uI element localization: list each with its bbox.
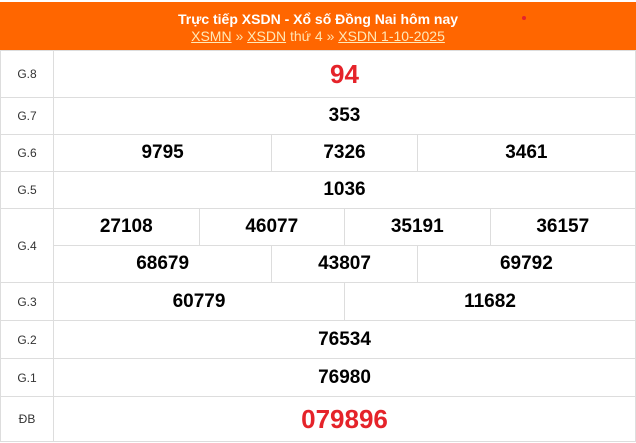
link-xsdn[interactable]: XSDN <box>247 28 287 44</box>
special-prize-number: 079896 <box>53 396 636 442</box>
page-title: Trực tiếp XSDN - Xổ số Đồng Nai hôm nay <box>177 11 459 27</box>
prize-number: 35191 <box>344 208 491 246</box>
prize-row-g8: G.8 94 <box>0 50 636 98</box>
prize-number: 43807 <box>271 245 418 283</box>
prize-label: G.3 <box>0 282 54 321</box>
breadcrumb-day: thứ 4 » <box>286 28 339 44</box>
prize-number: 36157 <box>489 208 636 246</box>
prize-number: 11682 <box>344 282 636 321</box>
link-xsdn-date[interactable]: XSDN 1-10-2025 <box>338 28 445 44</box>
prize-label: G.6 <box>0 134 54 172</box>
breadcrumb: XSMN » XSDN thứ 4 » XSDN 1-10-2025 <box>0 28 636 44</box>
prize-number: 9795 <box>52 134 273 172</box>
prize-number: 76534 <box>53 320 636 359</box>
prize-row-g2: G.2 76534 <box>0 320 636 359</box>
prize-number: 60779 <box>53 282 345 321</box>
live-dot-icon <box>522 16 526 20</box>
prize-label: G.4 <box>0 208 54 283</box>
prize-label: ĐB <box>0 396 54 442</box>
prize-number: 353 <box>53 97 636 135</box>
prize-number: 68679 <box>52 245 273 283</box>
prize-label: G.2 <box>0 320 54 359</box>
prize-number: 46077 <box>198 208 345 246</box>
prize-label: G.8 <box>0 50 54 98</box>
prize-label: G.1 <box>0 358 54 397</box>
prize-label: G.7 <box>0 97 54 135</box>
breadcrumb-separator: » <box>231 28 248 44</box>
prize-number: 76980 <box>53 358 636 397</box>
prize-number: 7326 <box>271 134 418 172</box>
prize-number: 1036 <box>53 171 636 209</box>
prize-number: 69792 <box>416 245 636 283</box>
prize-number: 27108 <box>53 208 200 246</box>
prize-row-special: ĐB 079896 <box>0 396 636 442</box>
prize-row-g4b: 68679 43807 69792 <box>1 245 636 283</box>
results-header: Trực tiếp XSDN - Xổ số Đồng Nai hôm nay … <box>0 2 636 50</box>
prize-label: G.5 <box>0 171 54 209</box>
results-table: G.8 94 G.7 353 G.6 9795 7326 3461 G.5 1036 G.4… <box>0 50 636 442</box>
prize-row-g4: G.4 27108 46077 35191 36157 <box>0 208 636 283</box>
prize-number: 94 <box>53 50 636 98</box>
prize-row-g6: G.6 9795 7326 3461 <box>0 134 636 172</box>
prize-number: 3461 <box>416 134 636 172</box>
link-xsmn[interactable]: XSMN <box>191 28 232 44</box>
prize-row-g7: G.7 353 <box>0 97 636 135</box>
prize-row-g5: G.5 1036 <box>0 171 636 209</box>
prize-row-g3: G.3 60779 11682 <box>0 282 636 321</box>
prize-row-g1: G.1 76980 <box>0 358 636 397</box>
